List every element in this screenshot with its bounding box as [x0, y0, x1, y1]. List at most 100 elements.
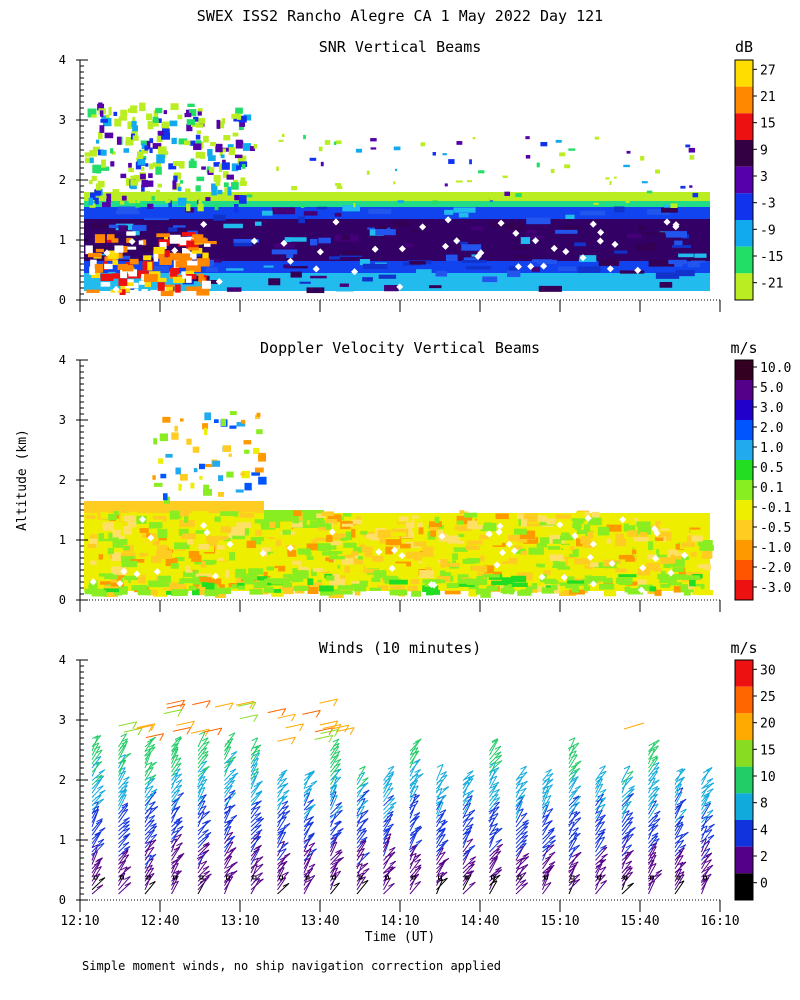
snr-cell — [688, 147, 696, 153]
x-tick-label: 12:40 — [140, 914, 179, 929]
wind-barb — [648, 742, 656, 756]
snr-cell — [309, 157, 317, 161]
snr-cell — [177, 186, 182, 192]
wind-barb — [356, 805, 365, 819]
winds-colorbar-swatch — [735, 660, 753, 687]
doppler-base — [84, 501, 264, 513]
x-tick-label: 15:10 — [540, 914, 579, 929]
doppler-cell — [572, 586, 579, 593]
doppler-cell — [462, 558, 476, 564]
wind-barb — [224, 835, 236, 849]
wind-barb-flag — [546, 820, 553, 824]
doppler-cell — [598, 583, 615, 590]
snr-cell — [210, 141, 216, 147]
wind-barb — [409, 864, 422, 878]
snr-cell — [140, 173, 146, 180]
doppler-cell — [229, 411, 237, 416]
snr-cell — [648, 259, 675, 267]
snr-cell — [250, 146, 255, 152]
snr-cell — [185, 265, 198, 271]
wind-barb-flag — [651, 785, 659, 790]
doppler-cell — [151, 556, 162, 563]
wind-barb — [250, 812, 262, 823]
wind-barb — [319, 720, 338, 726]
wind-barb-flag — [97, 785, 104, 790]
doppler-cell — [325, 557, 334, 567]
wind-barb-flag — [623, 765, 631, 770]
doppler-cell — [637, 579, 647, 588]
wind-barb-flag — [308, 842, 316, 847]
doppler-cell — [477, 550, 490, 557]
snr-cell — [233, 240, 253, 247]
wind-barbs — [91, 698, 715, 895]
wind-barb — [224, 809, 231, 823]
wind-barb — [118, 882, 132, 895]
doppler-cell — [172, 576, 180, 583]
wind-barb — [489, 781, 500, 794]
doppler-cell — [213, 419, 219, 424]
doppler-cell — [218, 475, 224, 482]
wind-barb — [163, 709, 182, 715]
wind-barb — [171, 779, 183, 794]
snr-cell — [86, 250, 113, 254]
wind-barb — [144, 736, 157, 748]
wind-barb-flag — [123, 824, 130, 828]
doppler-gap — [680, 551, 689, 559]
wind-barb — [568, 817, 582, 832]
doppler-cell — [458, 525, 472, 532]
wind-barb — [277, 883, 290, 895]
snr-cell — [665, 231, 687, 238]
wind-barb-flag — [124, 752, 132, 757]
wind-barb-flag — [91, 735, 99, 739]
snr-cell — [504, 191, 511, 196]
wind-barb — [701, 788, 714, 802]
wind-barb — [595, 859, 607, 870]
doppler-colorbar-label: 1.0 — [760, 441, 783, 456]
doppler-cell — [624, 586, 631, 593]
snr-gap — [128, 237, 136, 246]
doppler-cell — [217, 491, 224, 497]
wind-barb-flag — [150, 833, 158, 838]
snr-cell — [153, 246, 165, 254]
wind-barb-flag — [256, 863, 264, 868]
wind-barb-flag — [257, 878, 264, 883]
wind-barb-flag — [389, 801, 397, 806]
doppler-cell — [327, 514, 342, 522]
snr-cell — [151, 196, 155, 201]
doppler-cell — [626, 581, 643, 586]
doppler-cell — [122, 577, 129, 584]
wind-barb-flag — [123, 820, 130, 825]
doppler-cell — [270, 553, 282, 557]
wind-barb-flag — [201, 750, 209, 755]
snr-cell — [168, 199, 172, 208]
doppler-cell — [419, 570, 434, 579]
wind-barb-flag — [176, 842, 183, 847]
wind-barb-flag — [466, 823, 474, 828]
wind-barb-flag — [283, 852, 291, 857]
wind-barb — [224, 826, 232, 840]
wind-barb-flag — [704, 800, 711, 805]
wind-barb — [621, 852, 632, 865]
wind-barb — [648, 810, 661, 823]
doppler-cell — [263, 537, 269, 542]
wind-barb-flag — [676, 768, 683, 773]
snr-cell — [568, 148, 576, 151]
doppler-cell — [178, 578, 186, 584]
snr-cell — [157, 183, 162, 188]
wind-barb — [235, 700, 255, 706]
snr-cell — [110, 161, 115, 167]
wind-barb — [515, 864, 529, 878]
snr-cell — [188, 109, 197, 117]
wind-barb — [330, 836, 338, 853]
doppler-cell — [255, 529, 262, 536]
snr-cell — [141, 289, 148, 293]
wind-barb — [356, 789, 370, 802]
wind-barb — [144, 823, 157, 836]
snr-cell — [690, 198, 695, 202]
snr-cell — [461, 259, 487, 263]
snr-layer — [84, 207, 710, 219]
wind-barb-flag — [175, 870, 182, 875]
doppler-cell — [575, 538, 583, 547]
wind-barb — [383, 833, 392, 849]
wind-barb — [91, 756, 102, 769]
